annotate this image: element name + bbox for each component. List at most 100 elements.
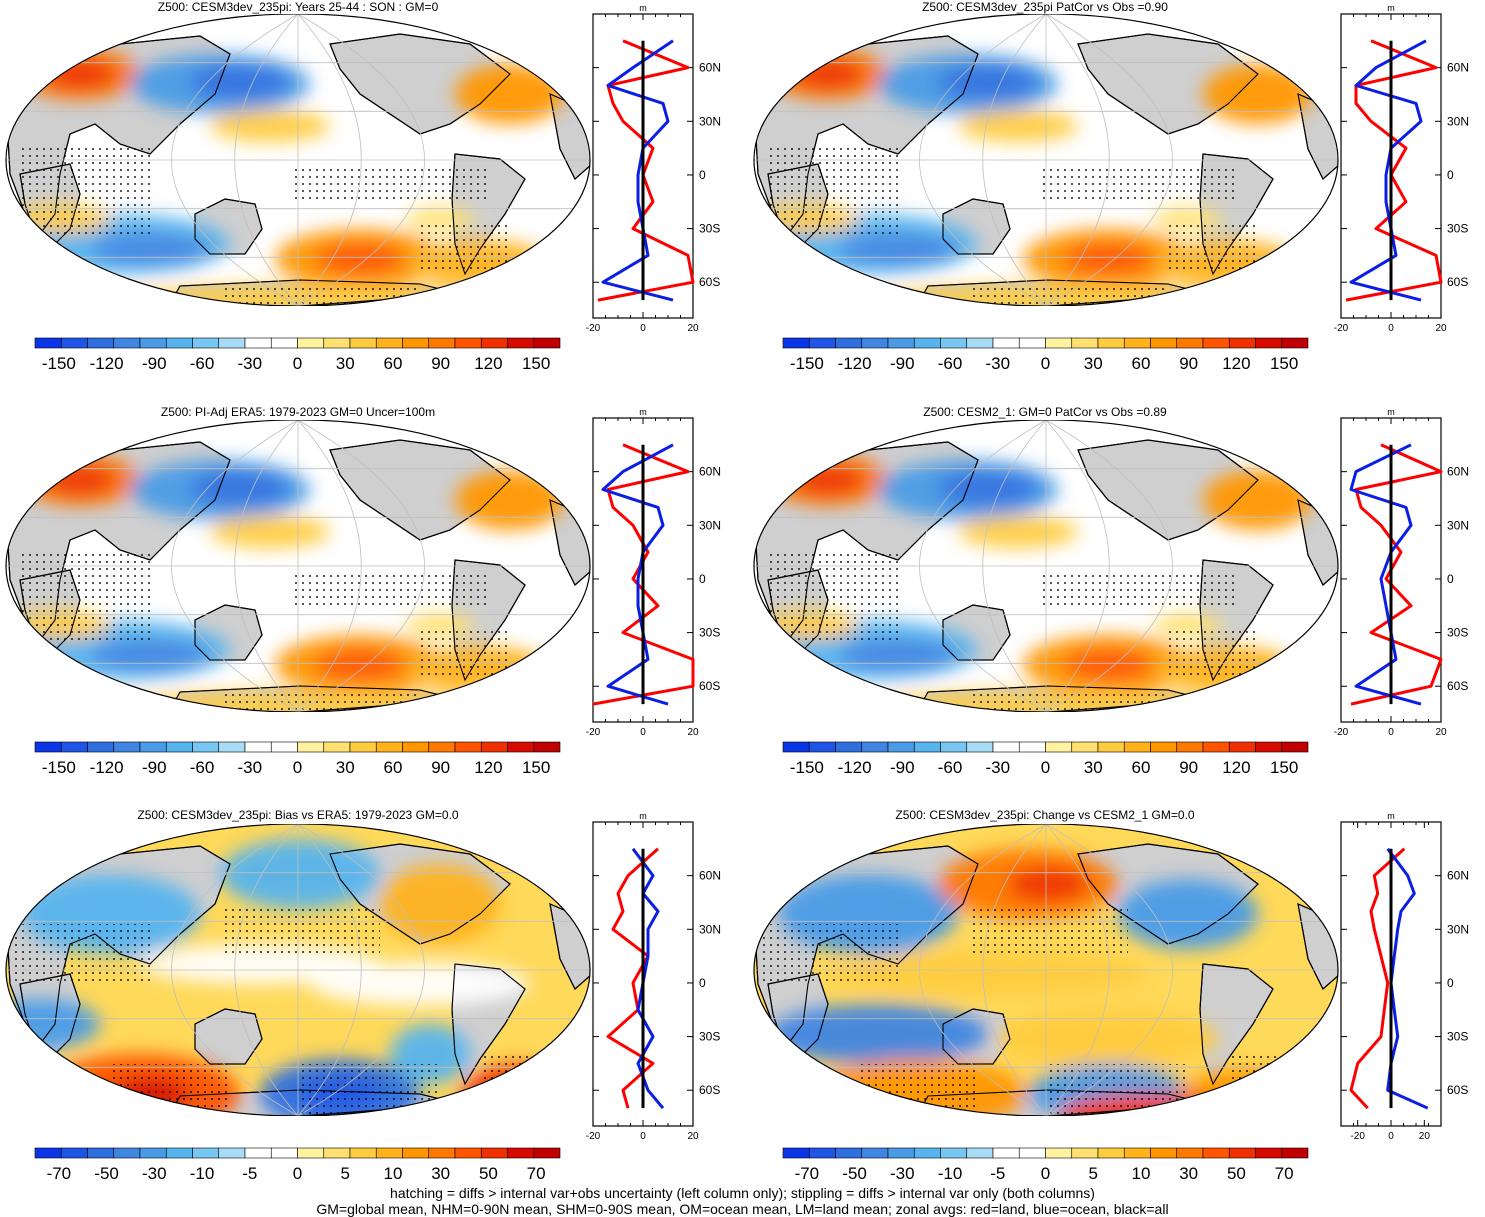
zonal-y-tick-label: 60N — [699, 465, 721, 479]
colorbar-swatch — [139, 1147, 167, 1159]
colorbar-swatch — [402, 1147, 430, 1159]
colorbar-swatch — [428, 1147, 456, 1159]
colorbar-swatch — [270, 1147, 298, 1159]
colorbar-swatch — [1255, 741, 1283, 753]
colorbar-swatch — [1202, 337, 1230, 349]
colorbar-tick-label: -120 — [90, 354, 124, 373]
colorbar-tick-label: -70 — [47, 1164, 72, 1183]
colorbar-swatch — [244, 337, 272, 349]
colorbar-tick-label: -120 — [90, 758, 124, 777]
colorbar-swatch — [808, 337, 836, 349]
colorbar-swatch — [835, 1147, 863, 1159]
map-panel-5 — [5, 824, 591, 1116]
stipple-region — [768, 550, 898, 640]
colorbar-swatch — [887, 741, 915, 753]
map-field — [753, 420, 1339, 712]
graticule-meridian — [1045, 14, 1110, 306]
zonal-x-tick-label: 0 — [640, 323, 646, 334]
coastline — [194, 1008, 263, 1065]
stipple-region — [1168, 224, 1258, 274]
colorbar-swatch — [1228, 741, 1256, 753]
stipple-region — [20, 144, 150, 234]
zonal-line-ocean — [1349, 39, 1427, 302]
stipple-region — [20, 550, 150, 640]
colorbar-swatch — [349, 1147, 377, 1159]
colorbar-tick-label: 150 — [522, 354, 550, 373]
colorbar-swatch — [887, 337, 915, 349]
zonal-y-tick-label: 0 — [1447, 976, 1454, 990]
colorbar-tick-label: 10 — [1131, 1164, 1150, 1183]
colorbar-swatch — [1281, 337, 1309, 349]
colorbar-swatch — [244, 1147, 272, 1159]
coastline — [329, 843, 511, 945]
stipple-region — [420, 630, 510, 680]
graticule-meridian — [982, 14, 1047, 306]
coastline — [942, 604, 1011, 661]
graticule-meridian — [297, 420, 362, 712]
panel-6-title: Z500: CESM3dev_235pi: Change vs CESM2_1 … — [895, 808, 1195, 822]
colorbar-tick-label: -90 — [142, 354, 167, 373]
graticule-meridian — [234, 420, 299, 712]
anomaly-blob — [793, 59, 863, 89]
zonal-x-tick-label: 0 — [1388, 323, 1394, 334]
colorbar-tick-label: 90 — [431, 354, 450, 373]
colorbar-tick-label: -60 — [190, 758, 215, 777]
colorbar-swatch — [297, 337, 325, 349]
map-panel-6 — [753, 824, 1339, 1116]
colorbar-tick-label: -120 — [838, 354, 872, 373]
colorbar-swatch — [1071, 1147, 1099, 1159]
zonal-x-tick-label: 20 — [687, 727, 699, 738]
colorbar-swatch — [966, 337, 994, 349]
graticule-meridian — [171, 824, 299, 1116]
colorbar-swatch — [480, 337, 508, 349]
zonal-unit-label: m — [639, 3, 647, 13]
graticule-meridian — [919, 824, 1047, 1116]
colorbar-swatch — [507, 1147, 535, 1159]
zonal-x-tick-label: -20 — [586, 727, 601, 738]
colorbar-swatch — [1123, 337, 1151, 349]
coastline — [451, 153, 526, 276]
colorbar-swatch — [1255, 1147, 1283, 1159]
colorbar-swatch — [507, 741, 535, 753]
graticule-meridian — [171, 420, 299, 712]
zonal-line-land — [606, 847, 659, 1109]
zonal-unit-label: m — [1387, 811, 1395, 821]
zonal-x-tick-label: 20 — [1435, 323, 1447, 334]
anomaly-blob — [90, 639, 210, 671]
colorbar-tick-label: -150 — [790, 354, 824, 373]
colorbar-swatch — [861, 1147, 889, 1159]
colorbar-swatch — [940, 337, 968, 349]
colorbar-tick-label: -120 — [838, 758, 872, 777]
stippling — [768, 144, 1258, 304]
colorbar-swatch — [87, 1147, 115, 1159]
colorbar-swatch — [375, 741, 403, 753]
colorbar-swatch — [1071, 741, 1099, 753]
colorbar-swatch — [533, 337, 561, 349]
colorbar-swatch — [940, 1147, 968, 1159]
zonal-unit-label: m — [639, 407, 647, 417]
zonal-panel-3: -20 0 20 m 60N 30N 0 30S 60S — [586, 407, 721, 738]
colorbar-swatch — [402, 337, 430, 349]
colorbar-tick-label: -70 — [795, 1164, 820, 1183]
colorbar-swatch — [480, 741, 508, 753]
colorbar-tick-label: 0 — [293, 354, 302, 373]
stipple-region — [220, 284, 420, 304]
colorbar-swatch — [139, 741, 167, 753]
colorbar-swatch — [1097, 1147, 1125, 1159]
colorbar-swatch — [1255, 337, 1283, 349]
graticule-meridian — [1045, 824, 1110, 1116]
colorbar-swatch — [349, 337, 377, 349]
colorbar-swatch — [913, 1147, 941, 1159]
zonal-y-tick-label: 60N — [699, 869, 721, 883]
colorbar-swatch — [428, 337, 456, 349]
colorbar-tick-label: 90 — [1179, 354, 1198, 373]
anomaly-blob — [380, 864, 500, 944]
zonal-y-tick-label: 30N — [699, 518, 721, 532]
colorbar-tick-label: -60 — [938, 758, 963, 777]
colorbar-swatch — [1228, 337, 1256, 349]
zonal-panel-6: -20 0 20 m 60N 30N 0 30S 60S — [1340, 811, 1469, 1142]
zonal-x-tick-label: 20 — [687, 323, 699, 334]
zonal-line-ocean — [1349, 443, 1422, 706]
colorbar-swatch — [887, 1147, 915, 1159]
anomaly-blob — [315, 243, 405, 275]
